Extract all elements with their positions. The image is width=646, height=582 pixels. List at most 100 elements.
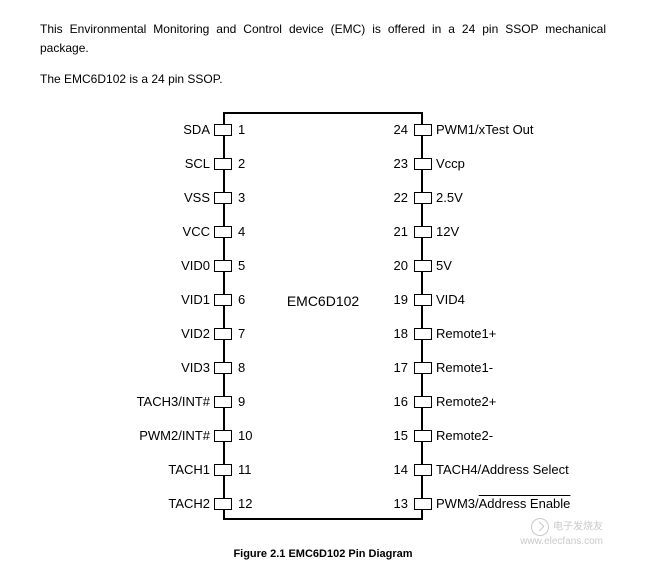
pin-row-left: SDA 1 xyxy=(43,120,254,140)
pin-pad-icon xyxy=(214,124,232,136)
pin-label: Vccp xyxy=(432,156,465,171)
pin-row-right: 23 Vccp xyxy=(392,154,465,174)
pin-label: TACH2 xyxy=(168,496,214,511)
figure-caption: Figure 2.1 EMC6D102 Pin Diagram xyxy=(40,548,606,560)
pin-label: Remote2- xyxy=(432,428,493,443)
pin-label: PWM3/Address Enable xyxy=(432,496,570,511)
pin-label: VID4 xyxy=(432,292,465,307)
pin-label: 12V xyxy=(432,224,459,239)
pin-number: 20 xyxy=(392,258,414,273)
pin-row-left: SCL 2 xyxy=(43,154,254,174)
pin-label: 5V xyxy=(432,258,452,273)
watermark-logo-icon xyxy=(531,518,549,536)
pin-pad-icon xyxy=(414,260,432,272)
pin-label: 2.5V xyxy=(432,190,463,205)
pin-row-left: VID1 6 xyxy=(43,290,254,310)
pin-label: PWM1/xTest Out xyxy=(432,122,534,137)
pin-number: 6 xyxy=(232,292,254,307)
pin-row-right: 13 PWM3/Address Enable xyxy=(392,494,570,514)
pin-number: 11 xyxy=(232,462,254,477)
pin-pad-icon xyxy=(214,226,232,238)
pin-label: TACH1 xyxy=(168,462,214,477)
pin-pad-icon xyxy=(214,158,232,170)
pin-label: VCC xyxy=(183,224,214,239)
pin-row-left: TACH2 12 xyxy=(43,494,254,514)
pin-number: 12 xyxy=(232,496,254,511)
pin-pad-icon xyxy=(414,430,432,442)
pin-label: Remote1+ xyxy=(432,326,496,341)
pin-pad-icon xyxy=(214,192,232,204)
pin-pad-icon xyxy=(214,396,232,408)
pin-pad-icon xyxy=(214,328,232,340)
pin-row-right: 16 Remote2+ xyxy=(392,392,496,412)
pin-label: TACH3/INT# xyxy=(137,394,214,409)
pin-label: SDA xyxy=(183,122,214,137)
pin-row-right: 20 5V xyxy=(392,256,452,276)
pin-pad-icon xyxy=(414,396,432,408)
watermark-text-2: www.elecfans.com xyxy=(520,536,603,547)
pin-row-right: 19 VID4 xyxy=(392,290,465,310)
pin-pad-icon xyxy=(214,430,232,442)
pin-row-left: VCC 4 xyxy=(43,222,254,242)
pin-row-left: PWM2/INT#10 xyxy=(43,426,254,446)
pin-number: 17 xyxy=(392,360,414,375)
pin-number: 8 xyxy=(232,360,254,375)
pin-pad-icon xyxy=(214,498,232,510)
pin-label: VID2 xyxy=(181,326,214,341)
pin-row-right: 17 Remote1- xyxy=(392,358,493,378)
pin-number: 3 xyxy=(232,190,254,205)
pin-pad-icon xyxy=(414,328,432,340)
pin-number: 7 xyxy=(232,326,254,341)
pin-number: 23 xyxy=(392,156,414,171)
pin-row-right: 22 2.5V xyxy=(392,188,463,208)
pin-diagram: EMC6D102 电子发烧友 www.elecfans.com SDA1SCL2… xyxy=(43,102,603,542)
pin-pad-icon xyxy=(414,192,432,204)
pin-row-left: TACH3/INT# 9 xyxy=(43,392,254,412)
pin-number: 16 xyxy=(392,394,414,409)
pin-pad-icon xyxy=(414,498,432,510)
pin-pad-icon xyxy=(214,464,232,476)
pin-label: Remote1- xyxy=(432,360,493,375)
pin-number: 15 xyxy=(392,428,414,443)
pin-row-right: 15 Remote2- xyxy=(392,426,493,446)
pin-label: VID1 xyxy=(181,292,214,307)
pin-pad-icon xyxy=(414,464,432,476)
pin-pad-icon xyxy=(414,124,432,136)
pin-number: 24 xyxy=(392,122,414,137)
pin-number: 19 xyxy=(392,292,414,307)
pin-row-left: VID05 xyxy=(43,256,254,276)
pin-label: VSS xyxy=(184,190,214,205)
pin-pad-icon xyxy=(214,260,232,272)
pin-number: 18 xyxy=(392,326,414,341)
pin-label: Remote2+ xyxy=(432,394,496,409)
pin-row-right: 2112V xyxy=(392,222,459,242)
pin-label: PWM2/INT# xyxy=(139,428,214,443)
intro-paragraph-1: This Environmental Monitoring and Contro… xyxy=(40,20,606,58)
pin-row-left: VID3 8 xyxy=(43,358,254,378)
watermark: 电子发烧友 www.elecfans.com xyxy=(520,518,603,548)
pin-row-left: VSS 3 xyxy=(43,188,254,208)
pin-label: VID3 xyxy=(181,360,214,375)
pin-number: 22 xyxy=(392,190,414,205)
pin-number: 13 xyxy=(392,496,414,511)
pin-pad-icon xyxy=(414,362,432,374)
pin-pad-icon xyxy=(214,362,232,374)
pin-row-right: 24 PWM1/xTest Out xyxy=(392,120,534,140)
pin-number: 1 xyxy=(232,122,254,137)
pin-number: 2 xyxy=(232,156,254,171)
pin-row-left: VID2 7 xyxy=(43,324,254,344)
pin-row-right: 14 TACH4/Address Select xyxy=(392,460,569,480)
pin-number: 9 xyxy=(232,394,254,409)
pin-number: 5 xyxy=(232,258,254,273)
pin-label: SCL xyxy=(185,156,214,171)
pin-number: 14 xyxy=(392,462,414,477)
pin-number: 4 xyxy=(232,224,254,239)
pin-row-right: 18 Remote1+ xyxy=(392,324,496,344)
pin-label: TACH4/Address Select xyxy=(432,462,569,477)
pin-pad-icon xyxy=(414,226,432,238)
pin-pad-icon xyxy=(414,158,432,170)
pin-pad-icon xyxy=(214,294,232,306)
pin-pad-icon xyxy=(414,294,432,306)
watermark-text-1: 电子发烧友 xyxy=(553,521,603,532)
intro-paragraph-2: The EMC6D102 is a 24 pin SSOP. xyxy=(40,70,606,89)
